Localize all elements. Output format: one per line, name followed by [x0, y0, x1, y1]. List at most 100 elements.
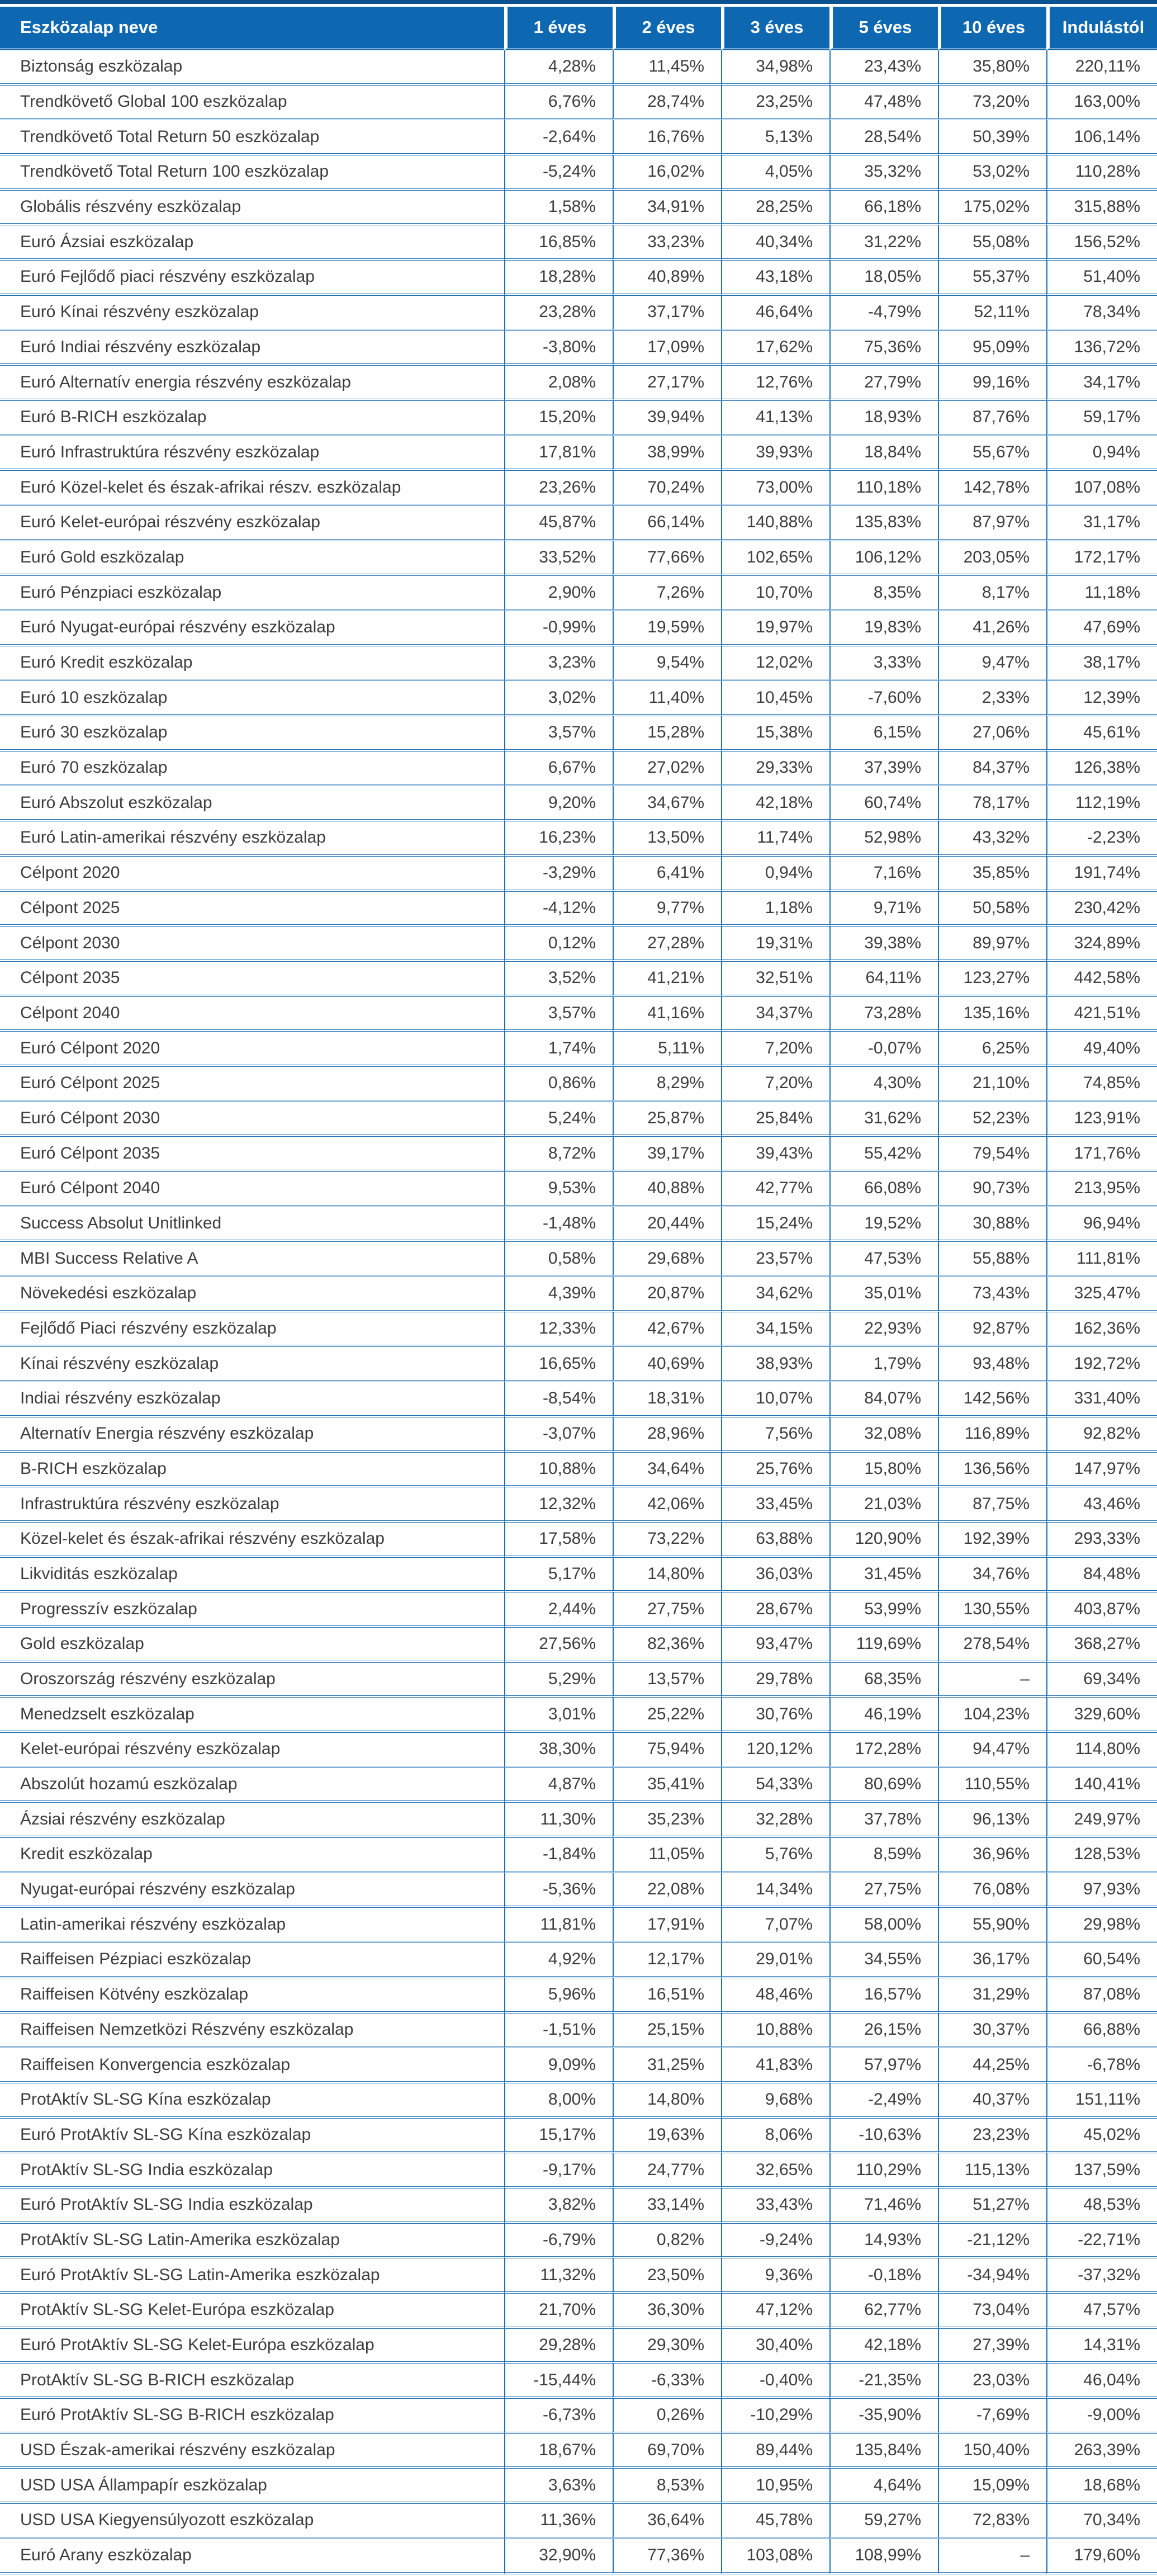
value-cell: 38,17% [1046, 646, 1157, 682]
value-cell: 72,83% [938, 2504, 1046, 2539]
table-row: Célpont 2020 -3,29% 6,41% 0,94% 7,16% 35,85% 1… [0, 856, 1157, 892]
value-cell: 112,19% [1046, 786, 1157, 822]
value-cell: 34,76% [938, 1557, 1046, 1593]
value-cell: 111,81% [1046, 1242, 1157, 1278]
column-header-4: 5 éves [829, 7, 938, 50]
value-cell: 9,54% [613, 646, 721, 682]
value-cell: 25,22% [613, 1698, 721, 1733]
value-cell: 73,00% [721, 471, 829, 506]
value-cell: 45,02% [1046, 2118, 1157, 2154]
value-cell: 4,30% [829, 1066, 938, 1102]
table-row: Célpont 2030 0,12% 27,28% 19,31% 39,38% 89,97… [0, 927, 1157, 962]
value-cell: 329,60% [1046, 1698, 1157, 1733]
table-row: Kelet-európai részvény eszközalap 38,30% 7… [0, 1733, 1157, 1768]
value-cell: 7,16% [829, 856, 938, 892]
value-cell: -0,40% [721, 2364, 829, 2399]
value-cell: 7,26% [613, 576, 721, 611]
value-cell: 23,03% [938, 2364, 1046, 2399]
table-row: Euró Gold eszközalap 33,52% 77,66% 102,65% 1… [0, 541, 1157, 576]
value-cell: 54,33% [721, 1767, 829, 1803]
value-cell: -9,24% [721, 2223, 829, 2259]
value-cell: 249,97% [1046, 1803, 1157, 1838]
value-cell: 23,28% [504, 295, 613, 331]
value-cell: 36,03% [721, 1557, 829, 1593]
value-cell: -3,29% [504, 856, 613, 892]
value-cell: 9,71% [829, 891, 938, 927]
value-cell: -1,48% [504, 1207, 613, 1242]
fund-name-cell: ProtAktív SL-SG Kelet-Európa eszközalap [0, 2294, 504, 2329]
value-cell: 130,55% [938, 1592, 1046, 1628]
table-row: Célpont 2035 3,52% 41,21% 32,51% 64,11% 123,2… [0, 961, 1157, 997]
value-cell: 192,39% [938, 1522, 1046, 1558]
value-cell: 6,76% [504, 85, 613, 121]
table-row: Indiai részvény eszközalap -8,54% 18,31% 10… [0, 1382, 1157, 1417]
value-cell: 84,48% [1046, 1557, 1157, 1593]
value-cell: 35,80% [938, 50, 1046, 86]
value-cell: 116,89% [938, 1417, 1046, 1453]
value-cell: 27,06% [938, 716, 1046, 751]
value-cell: 40,37% [938, 2083, 1046, 2119]
value-cell: 23,25% [721, 85, 829, 121]
value-cell: 150,40% [938, 2433, 1046, 2469]
value-cell: 23,23% [938, 2118, 1046, 2154]
value-cell: 30,76% [721, 1698, 829, 1733]
value-cell: 34,17% [1046, 366, 1157, 401]
value-cell: 11,81% [504, 1908, 613, 1944]
value-cell: 4,92% [504, 1943, 613, 1978]
value-cell: 5,13% [721, 120, 829, 156]
value-cell: 7,20% [721, 1032, 829, 1067]
value-cell: 35,41% [613, 1767, 721, 1803]
value-cell: 19,97% [721, 611, 829, 646]
value-cell: -6,78% [1046, 2048, 1157, 2083]
table-row: Euró ProtAktív SL-SG Kína eszközalap 15,1… [0, 2118, 1157, 2154]
value-cell: 15,28% [613, 716, 721, 751]
value-cell: 34,15% [721, 1312, 829, 1348]
value-cell: 38,93% [721, 1347, 829, 1383]
value-cell: 108,99% [829, 2539, 938, 2574]
value-cell: – [938, 1662, 1046, 1698]
value-cell: 4,28% [504, 50, 613, 86]
value-cell: 39,38% [829, 927, 938, 962]
value-cell: 12,32% [504, 1487, 613, 1523]
value-cell: 69,34% [1046, 1662, 1157, 1698]
value-cell: 142,56% [938, 1382, 1046, 1417]
value-cell: 4,87% [504, 1767, 613, 1803]
value-cell: 33,14% [613, 2188, 721, 2224]
value-cell: 27,79% [829, 366, 938, 401]
table-row: Alternatív Energia részvény eszközalap -3… [0, 1417, 1157, 1453]
value-cell: -3,80% [504, 330, 613, 366]
value-cell: 172,28% [829, 1733, 938, 1768]
value-cell: -21,12% [938, 2223, 1046, 2259]
value-cell: 15,24% [721, 1207, 829, 1242]
table-row: Euró Indiai részvény eszközalap -3,80% 17,… [0, 330, 1157, 366]
value-cell: 14,34% [721, 1873, 829, 1908]
value-cell: 46,64% [721, 295, 829, 331]
fund-name-cell: Progresszív eszközalap [0, 1592, 504, 1628]
value-cell: 21,70% [504, 2294, 613, 2329]
value-cell: 40,69% [613, 1347, 721, 1383]
value-cell: 104,23% [938, 1698, 1046, 1733]
value-cell: 73,04% [938, 2294, 1046, 2329]
value-cell: 110,28% [1046, 155, 1157, 191]
column-header-6: Indulástól [1046, 7, 1157, 50]
value-cell: -6,33% [613, 2364, 721, 2399]
value-cell: -10,63% [829, 2118, 938, 2154]
value-cell: 27,75% [829, 1873, 938, 1908]
value-cell: 12,33% [504, 1312, 613, 1348]
table-row: Euró Kredit eszközalap 3,23% 9,54% 12,02% 3,… [0, 646, 1157, 682]
value-cell: -9,00% [1046, 2399, 1157, 2434]
value-cell: 3,57% [504, 996, 613, 1032]
table-row: Euró Célpont 2035 8,72% 39,17% 39,43% 55,42%… [0, 1137, 1157, 1172]
fund-name-cell: Euró ProtAktív SL-SG B-RICH eszközalap [0, 2399, 504, 2434]
fund-name-cell: Euró 30 eszközalap [0, 716, 504, 751]
value-cell: 3,02% [504, 681, 613, 717]
value-cell: -4,79% [829, 295, 938, 331]
fund-name-cell: MBI Success Relative A [0, 1242, 504, 1278]
value-cell: 93,48% [938, 1347, 1046, 1383]
value-cell: 12,17% [613, 1943, 721, 1978]
value-cell: 47,48% [829, 85, 938, 121]
fund-name-cell: Euró Kredit eszközalap [0, 646, 504, 682]
fund-name-cell: Success Absolut Unitlinked [0, 1207, 504, 1242]
column-header-fund-name: Eszközalap neve [0, 7, 504, 50]
table-row: Kínai részvény eszközalap 16,65% 40,69% 38,… [0, 1347, 1157, 1383]
